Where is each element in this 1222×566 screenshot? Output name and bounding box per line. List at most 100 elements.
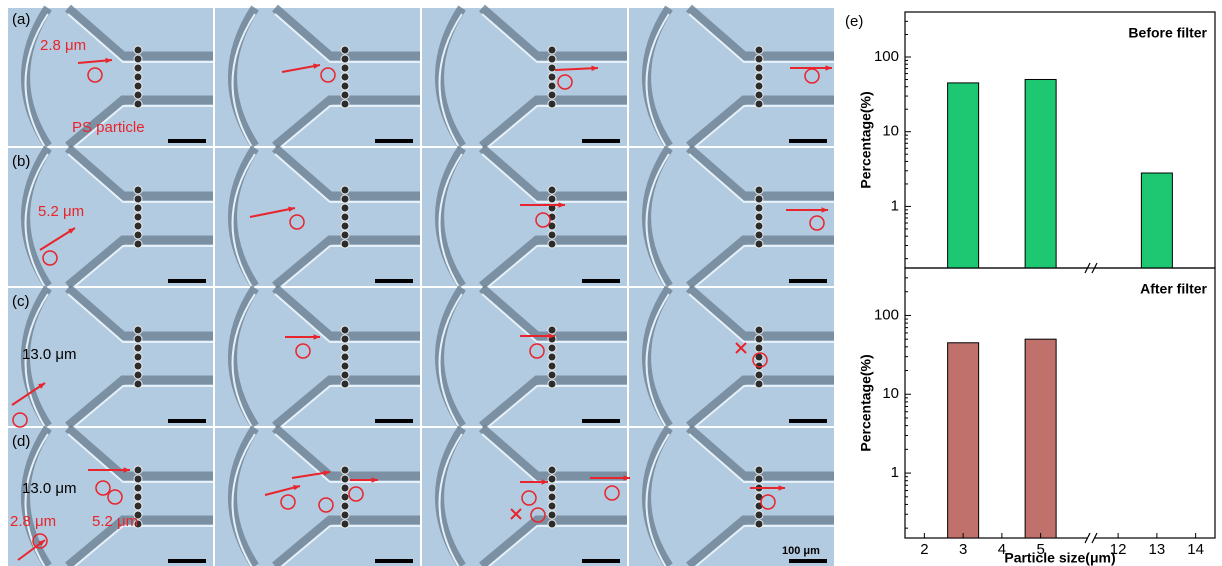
- x-tick-label: 14: [1187, 541, 1204, 558]
- pillar: [755, 213, 763, 221]
- micrograph: [8, 148, 213, 292]
- pillar: [341, 231, 349, 239]
- pillar: [548, 55, 556, 63]
- pillar: [134, 100, 142, 108]
- pillar: [134, 240, 142, 248]
- pillar: [341, 493, 349, 501]
- pillar: [548, 73, 556, 81]
- pillar: [341, 91, 349, 99]
- micrograph: [215, 148, 420, 292]
- pillar: [134, 195, 142, 203]
- panel-label: (c): [12, 293, 30, 310]
- pillar: [134, 466, 142, 474]
- pillar: [134, 64, 142, 72]
- pillar: [548, 502, 556, 510]
- pillar: [755, 222, 763, 230]
- scale-bar: [168, 419, 206, 423]
- size-label: 13.0 μm: [22, 480, 77, 497]
- scale-bar: [789, 139, 827, 143]
- pillar: [548, 195, 556, 203]
- pillar: [548, 371, 556, 379]
- pillar: [134, 362, 142, 370]
- scale-bar: [168, 279, 206, 283]
- micrograph: [629, 148, 834, 292]
- pillar: [341, 511, 349, 519]
- scale-bar: [582, 419, 620, 423]
- scale-bar: [789, 279, 827, 283]
- bar: [1141, 173, 1172, 268]
- pillar: [134, 502, 142, 510]
- y-axis-label: Percentage(%): [858, 354, 874, 451]
- pillar: [548, 511, 556, 519]
- y-tick-label: 100: [874, 48, 899, 65]
- pillar: [134, 371, 142, 379]
- scale-bar: [789, 419, 827, 423]
- size-label: 13.0 μm: [22, 346, 77, 363]
- pillar: [548, 326, 556, 334]
- pillar: [755, 195, 763, 203]
- pillar: [341, 64, 349, 72]
- pillar: [548, 46, 556, 54]
- micrograph: [422, 148, 627, 292]
- chart-title: After filter: [1140, 281, 1207, 297]
- pillar: [548, 466, 556, 474]
- pillar: [548, 353, 556, 361]
- pillar: [548, 362, 556, 370]
- y-tick-label: 10: [882, 385, 899, 402]
- pillar: [548, 344, 556, 352]
- pillar: [134, 186, 142, 194]
- pillar: [341, 73, 349, 81]
- pillar: [755, 380, 763, 388]
- scale-bar: [789, 559, 827, 563]
- pillar: [548, 380, 556, 388]
- scale-label: 100 μm: [782, 545, 820, 557]
- pillar: [548, 64, 556, 72]
- pillar: [341, 213, 349, 221]
- note: PS particle: [72, 119, 145, 136]
- pillar: [755, 475, 763, 483]
- scale-bar: [375, 559, 413, 563]
- pillar: [134, 73, 142, 81]
- pillar: [341, 353, 349, 361]
- pillar: [134, 204, 142, 212]
- pillar: [341, 475, 349, 483]
- pillar: [755, 344, 763, 352]
- bar: [948, 343, 979, 538]
- bar: [1025, 339, 1056, 538]
- pillar: [134, 493, 142, 501]
- y-axis-label: Percentage(%): [858, 91, 874, 188]
- pillar: [134, 344, 142, 352]
- pillar: [341, 195, 349, 203]
- pillar: [341, 100, 349, 108]
- chart-title: Before filter: [1128, 25, 1207, 41]
- micrograph: [215, 288, 420, 432]
- pillar: [134, 91, 142, 99]
- y-tick-label: 100: [874, 306, 899, 323]
- pillar: [134, 55, 142, 63]
- pillar: [341, 240, 349, 248]
- pillar: [755, 73, 763, 81]
- pillar: [341, 55, 349, 63]
- pillar: [755, 100, 763, 108]
- pillar: [755, 231, 763, 239]
- x-tick-label: 2: [920, 541, 928, 558]
- pillar: [341, 502, 349, 510]
- bar: [948, 83, 979, 268]
- x-tick-label: 13: [1149, 541, 1166, 558]
- micrograph: [629, 8, 834, 152]
- pillar: [341, 82, 349, 90]
- pillar: [341, 466, 349, 474]
- panel-label: (e): [845, 13, 863, 30]
- pillar: [341, 204, 349, 212]
- pillar: [755, 466, 763, 474]
- pillar: [134, 222, 142, 230]
- pillar: [755, 520, 763, 528]
- pillar: [341, 520, 349, 528]
- pillar: [755, 82, 763, 90]
- pillar: [755, 240, 763, 248]
- scale-bar: [582, 139, 620, 143]
- pillar: [548, 91, 556, 99]
- pillar: [755, 511, 763, 519]
- figure: (a) (b) (c) (d) (e) 2.8 μm PS particle 5…: [0, 0, 1222, 566]
- x-axis-label: Particle size(μm): [1004, 550, 1115, 566]
